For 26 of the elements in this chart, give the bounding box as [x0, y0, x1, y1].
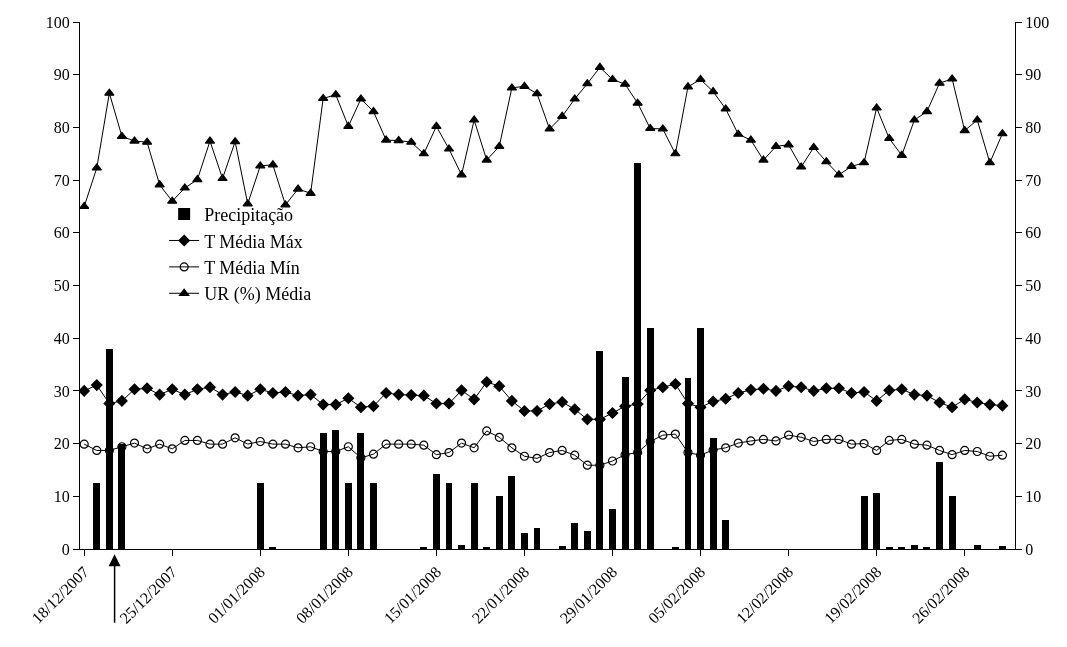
legend-label: UR (%) Média	[204, 284, 312, 306]
y-tick-label: 10	[53, 487, 70, 505]
y-tick-label: 30	[53, 382, 70, 400]
y-tick-label: 90	[53, 66, 70, 84]
y2-tick-label: 80	[1025, 119, 1042, 136]
y2-tick-label: 40	[1025, 329, 1042, 347]
y2-tick-label: 30	[1025, 382, 1042, 400]
y-tick-label: 60	[53, 224, 70, 242]
y2-tick-label: 0	[1025, 540, 1034, 558]
y-tick-label: 100	[45, 13, 70, 31]
legend-label: T Média Mín	[204, 257, 300, 278]
y2-tick-label: 90	[1025, 66, 1042, 84]
y-tick-label: 20	[53, 435, 70, 453]
y2-tick-label: 50	[1025, 277, 1042, 295]
y-tick-label: 80	[53, 119, 70, 136]
y2-tick-label: 10	[1025, 487, 1042, 505]
y-tick-label: 50	[53, 277, 70, 295]
y2-tick-label: 60	[1025, 224, 1042, 242]
y2-tick-label: 100	[1025, 13, 1050, 31]
y2-tick-label: 20	[1025, 435, 1042, 453]
y-tick-label: 70	[53, 171, 70, 189]
y-tick-label: 40	[53, 329, 70, 347]
y2-tick-label: 70	[1025, 171, 1042, 189]
legend-label: T Média Máx	[204, 231, 303, 252]
y-tick-label: 0	[61, 540, 70, 558]
legend-label: Precipitação	[204, 205, 294, 226]
